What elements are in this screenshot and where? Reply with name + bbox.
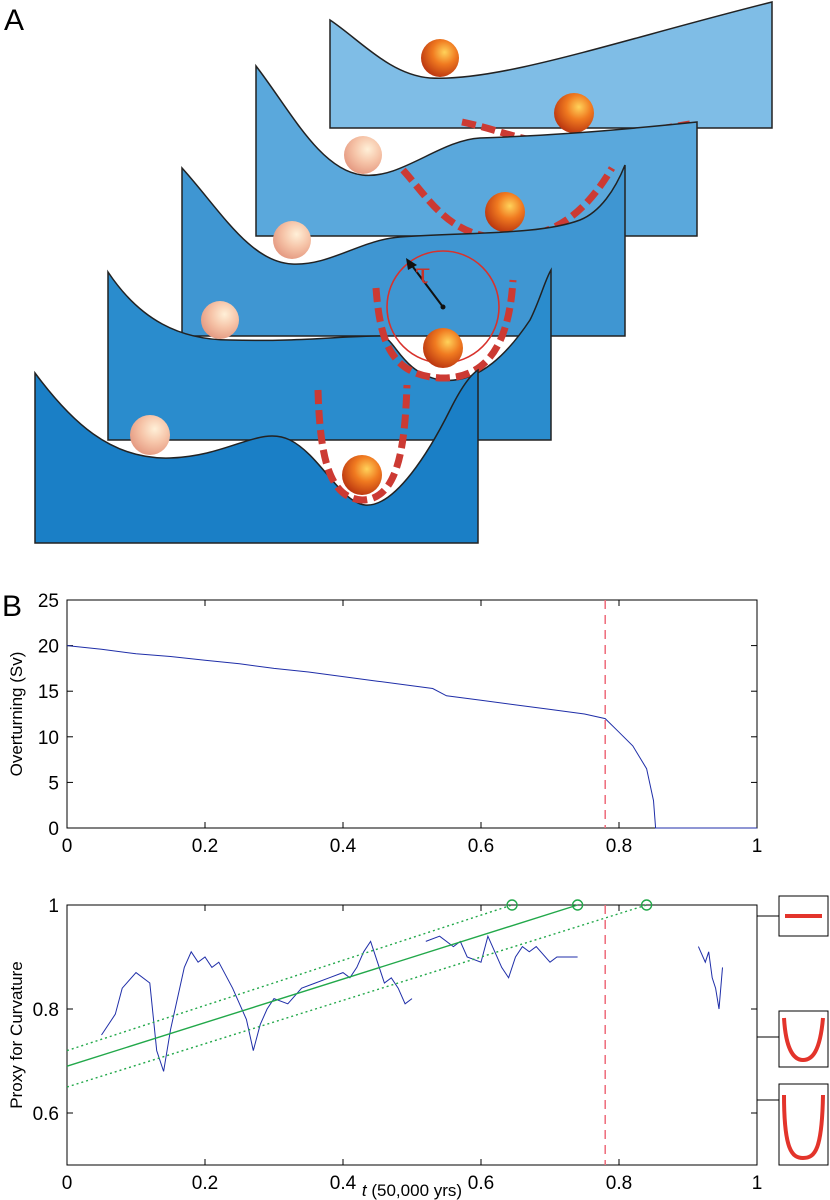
x-tick-label: 0 (62, 836, 73, 857)
y-tick-label: 20 (38, 637, 59, 658)
curvature-dashed-curve-1 (314, 384, 411, 504)
x-tick-label: 0.2 (192, 1173, 218, 1194)
intercept-marker (640, 899, 653, 911)
x-tick-label: 0.4 (330, 1173, 357, 1194)
y-tick-label: 15 (38, 682, 59, 703)
series-line (66, 904, 513, 1052)
x-tick-label: 0.8 (606, 836, 632, 857)
x-tick-label: 0.4 (330, 836, 357, 857)
radius-arrow (409, 262, 444, 308)
ghost-ball-icon (344, 136, 382, 174)
panel-label-a: A (4, 4, 24, 37)
ball-icon (342, 455, 382, 495)
ball-icon (554, 93, 594, 133)
series-line (697, 946, 723, 1010)
y-tick-label: 25 (38, 591, 59, 612)
x-tick-label: 0.8 (606, 1173, 632, 1194)
y-tick-label: 0.8 (33, 1000, 59, 1021)
series-line (101, 940, 413, 1072)
landscape-slice-2 (107, 267, 552, 441)
x-axis-label: t (50,000 yrs) (362, 1181, 462, 1200)
y-axis-label: Overturning (Sv) (7, 652, 26, 777)
ball-icon (423, 328, 463, 368)
series-line (66, 904, 578, 1067)
curvature-dashed-curve-2 (372, 279, 517, 382)
x-tick-label: 1 (752, 836, 763, 857)
plot-area (66, 904, 758, 1166)
x-tick-label: 1 (752, 1173, 763, 1194)
tau-label: τ (415, 257, 431, 290)
landscape-slice-1 (34, 368, 479, 544)
ball-icon (421, 39, 459, 77)
intercept-marker (506, 899, 518, 911)
arrowhead-icon (406, 258, 417, 270)
panel-label-b: B (2, 590, 22, 623)
series-line (66, 904, 647, 1088)
y-tick-label: 10 (38, 728, 59, 749)
x-tick-label: 0.6 (468, 1173, 494, 1194)
ball-icon (485, 192, 525, 232)
series-line (66, 645, 757, 829)
curvature-chart: 0 0.2 0.4 0.6 0.8 1 0.6 0.8 1 Proxy for Curvatur… (7, 896, 762, 1200)
landscape-slice-4 (255, 63, 698, 237)
y-tick-label: 5 (48, 773, 59, 794)
potential-landscape-illustration: τ (34, 1, 773, 544)
x-tick-label: 0.6 (468, 836, 494, 857)
landscape-slice-5 (329, 1, 773, 129)
y-tick-label: 0.6 (33, 1104, 59, 1125)
circle-center-dot (440, 304, 446, 310)
ghost-ball-icon (201, 301, 239, 339)
y-axis-label: Proxy for Curvature (7, 961, 26, 1108)
plot-area (66, 599, 758, 829)
curvature-legend-icons (757, 895, 829, 1166)
intercept-marker (571, 899, 584, 911)
x-tick-label: 0 (62, 1173, 73, 1194)
ghost-ball-icon (130, 415, 170, 455)
y-tick-label: 0 (48, 819, 59, 840)
x-tick-label: 0.2 (192, 836, 218, 857)
ghost-ball-icon (273, 221, 311, 259)
y-tick-label: 1 (48, 896, 59, 917)
